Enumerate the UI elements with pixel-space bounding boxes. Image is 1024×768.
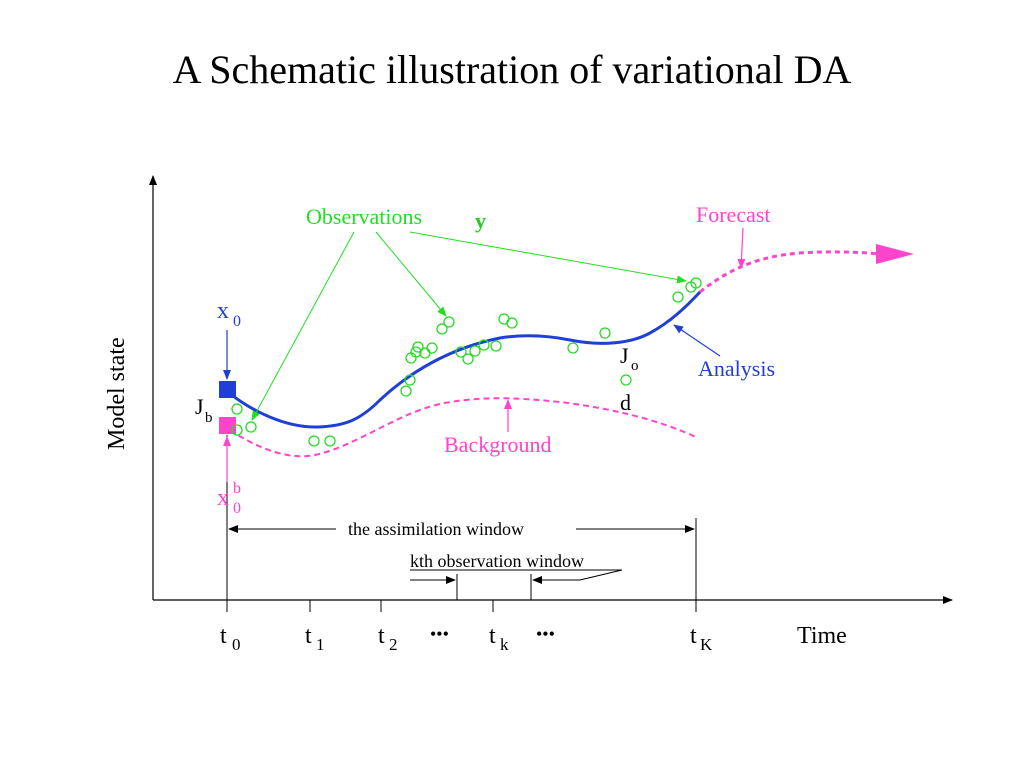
svg-text:0: 0 — [233, 313, 241, 330]
observation-point — [426, 342, 438, 354]
x0-label: x 0 — [217, 298, 241, 330]
observation-point — [412, 341, 424, 353]
x-axis-label: Time — [797, 623, 847, 649]
observation-point — [672, 291, 684, 303]
observation-point — [245, 421, 257, 433]
observation-point — [231, 403, 243, 415]
analysis-label: Analysis — [698, 356, 775, 381]
obs-arrow-1 — [251, 231, 355, 421]
observations-label: Observations — [306, 204, 422, 229]
observation-point — [404, 374, 416, 386]
background-curve — [229, 397, 699, 458]
obs-arrow-2 — [375, 231, 447, 317]
observation-point — [506, 317, 518, 329]
d-label: d — [620, 390, 631, 415]
svg-text:x: x — [217, 485, 229, 511]
svg-text:0: 0 — [232, 635, 241, 654]
observation-point — [400, 385, 412, 397]
observation-point — [469, 345, 481, 357]
observation-point — [462, 353, 474, 365]
observation-point — [308, 435, 320, 447]
observation-points — [231, 277, 702, 447]
observation-point — [599, 327, 611, 339]
svg-text:x: x — [217, 298, 229, 324]
time-tick-t2: t 2 — [378, 623, 398, 654]
svg-text:o: o — [631, 358, 639, 374]
svg-text:t: t — [305, 623, 312, 649]
svg-text:2: 2 — [389, 635, 398, 654]
svg-text:t: t — [220, 623, 227, 649]
time-tick-tk: t k — [489, 623, 509, 654]
x0b-label: x b 0 — [217, 480, 241, 517]
forecast-curve — [699, 250, 881, 294]
svg-text:b: b — [233, 480, 241, 497]
kth-window-underline-tail — [579, 569, 623, 581]
observation-point — [620, 374, 632, 386]
time-tick-t1: t 1 — [305, 623, 325, 654]
observation-point — [443, 316, 455, 328]
jb-label: J b — [195, 394, 213, 426]
svg-text:K: K — [700, 635, 713, 654]
background-initial-state — [219, 417, 236, 434]
kth-window-label: kth observation window — [410, 551, 584, 571]
observation-point — [690, 277, 702, 289]
time-tick-t0: t 0 — [220, 623, 241, 654]
page-title: A Schematic illustration of variational … — [172, 47, 852, 92]
forecast-arrowhead — [876, 244, 914, 264]
forecast-arrow — [737, 227, 746, 269]
svg-text:J: J — [195, 394, 204, 419]
y-axis-label: Model state — [104, 337, 130, 450]
ellipsis-2: ••• — [536, 624, 555, 644]
observation-point — [490, 340, 502, 352]
svg-text:t: t — [489, 623, 496, 649]
background-label: Background — [444, 432, 552, 457]
analysis-initial-state — [219, 381, 236, 398]
observation-point — [567, 342, 579, 354]
svg-text:t: t — [378, 623, 385, 649]
observations-symbol: y — [475, 208, 486, 233]
time-tick-tK: t K — [690, 623, 713, 654]
svg-text:J: J — [620, 343, 629, 368]
svg-text:t: t — [690, 623, 697, 649]
ellipsis-1: ••• — [430, 624, 449, 644]
observation-point — [324, 435, 336, 447]
observation-point — [478, 339, 490, 351]
jo-label: J o — [620, 343, 639, 374]
svg-text:0: 0 — [233, 500, 241, 517]
observation-point — [455, 346, 467, 358]
svg-text:b: b — [205, 410, 213, 426]
svg-text:k: k — [500, 635, 509, 654]
observation-point — [231, 424, 243, 436]
assimilation-window-label: the assimilation window — [348, 519, 524, 539]
analysis-arrow — [673, 324, 721, 357]
forecast-label: Forecast — [696, 202, 771, 227]
observation-point — [436, 323, 448, 335]
svg-text:1: 1 — [316, 635, 325, 654]
obs-arrow-3 — [409, 231, 687, 284]
observation-point — [410, 346, 422, 358]
